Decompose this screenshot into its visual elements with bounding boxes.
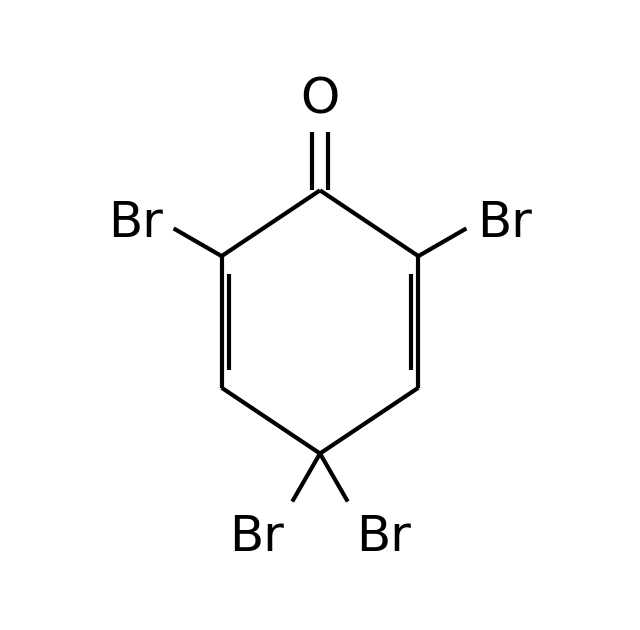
Text: Br: Br xyxy=(477,199,532,247)
Text: Br: Br xyxy=(229,513,284,561)
Text: Br: Br xyxy=(108,199,163,247)
Text: O: O xyxy=(300,76,340,124)
Text: Br: Br xyxy=(356,513,411,561)
